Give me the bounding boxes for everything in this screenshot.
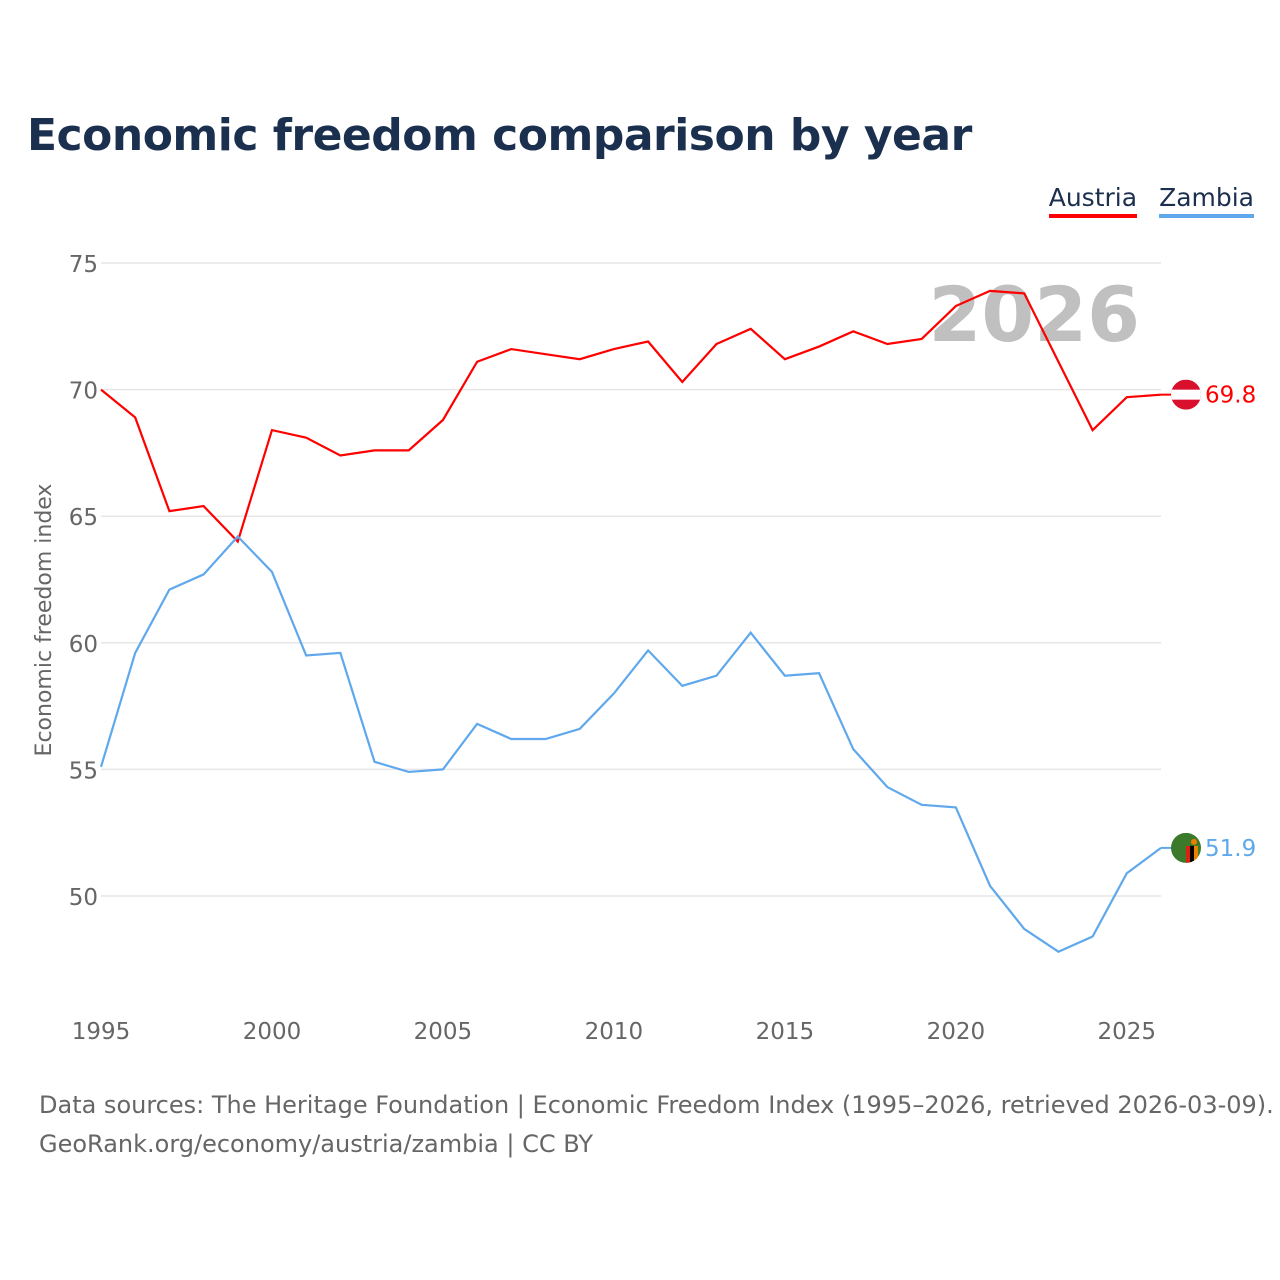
y-tick-label: 55 [69,758,98,784]
y-axis-label: Economic freedom index [32,484,57,757]
x-tick-label: 2005 [414,1019,473,1045]
y-tick-label: 60 [69,632,98,658]
x-tick-label: 1995 [72,1019,131,1045]
source-link[interactable]: GeoRank.org/economy/austria/zambia | CC … [39,1130,594,1158]
y-tick-label: 75 [69,252,98,278]
x-tick-label: 2015 [756,1019,815,1045]
legend: Austria Zambia [1048,183,1254,218]
x-tick-label: 2020 [927,1019,986,1045]
data-source: Data sources: The Heritage Foundation | … [39,1086,1274,1164]
series-line-zambia [99,534,1162,953]
source-line: Data sources: The Heritage Foundation | … [39,1091,1274,1119]
series-line-austria [100,289,1162,544]
zambia-flag-icon [1171,832,1201,863]
x-tick-label: 2025 [1098,1019,1157,1045]
x-tick-label: 2010 [585,1019,644,1045]
legend-zambia[interactable]: Zambia [1159,183,1254,218]
x-tick-label: 2000 [243,1019,302,1045]
y-tick-label: 70 [69,379,98,405]
legend-austria[interactable]: Austria [1048,183,1138,218]
end-value-label: 51.9 [1205,836,1256,862]
austria-flag-icon [1171,379,1201,410]
chart-title: Economic freedom comparison by year [27,110,972,161]
y-tick-label: 50 [69,885,98,911]
end-value-label: 69.8 [1205,383,1256,409]
y-tick-label: 65 [69,505,98,531]
